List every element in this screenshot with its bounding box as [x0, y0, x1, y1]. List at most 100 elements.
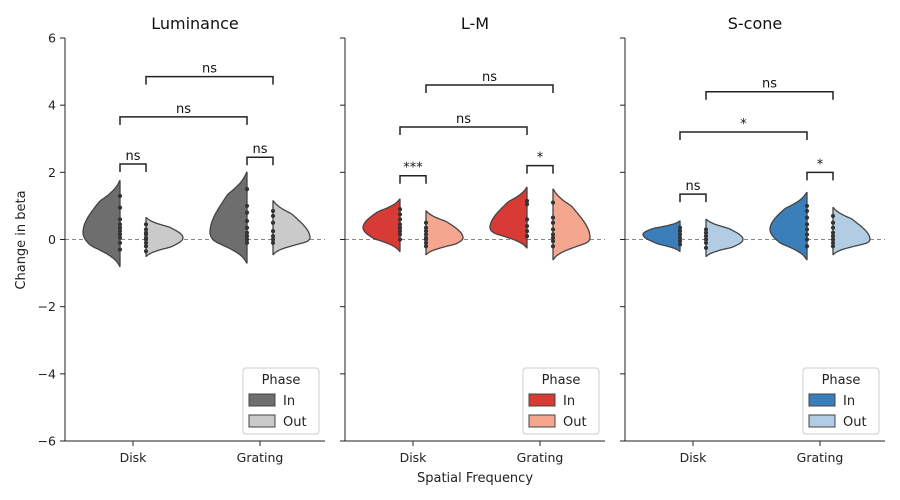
data-point — [677, 239, 683, 244]
significance-bracket — [119, 116, 248, 125]
legend-swatch-in — [248, 393, 276, 407]
significance-label: * — [740, 117, 747, 132]
data-point — [244, 225, 250, 230]
violin-grating-out — [272, 200, 311, 256]
violin-disk-in — [82, 180, 121, 268]
data-point — [117, 222, 123, 227]
y-tick-label: −4 — [38, 366, 56, 381]
data-point — [677, 232, 683, 237]
data-point — [550, 220, 556, 225]
data-point — [423, 229, 429, 234]
data-point — [830, 237, 836, 242]
y-axis-label: Change in beta — [14, 190, 29, 289]
data-point — [244, 203, 250, 209]
violin-disk-out — [145, 217, 184, 257]
data-point — [397, 237, 403, 242]
significance-bracket — [425, 84, 554, 94]
data-point — [423, 220, 429, 225]
data-point — [423, 225, 429, 230]
violin-disk-out — [425, 210, 464, 256]
x-tick-label: Disk — [680, 450, 708, 465]
panel-s-cone: Disk Grating S-cone ns * * ns Phase In Out — [620, 14, 885, 465]
panels-layer: −6 −4 −2 0 2 4 6 Disk Grating Luminance ns ns ns ns Ph… — [38, 14, 885, 465]
legend-label-in: In — [283, 394, 295, 409]
data-point — [117, 225, 123, 230]
data-point — [244, 237, 250, 242]
significance-bracket — [119, 163, 147, 172]
significance-label: *** — [403, 161, 423, 176]
data-point — [524, 202, 530, 207]
data-point — [550, 239, 556, 244]
data-point — [677, 242, 683, 247]
data-point — [524, 229, 530, 234]
x-tick-label: Grating — [237, 450, 284, 465]
data-point — [830, 244, 836, 249]
data-point — [270, 213, 276, 219]
data-point — [397, 212, 403, 217]
data-point — [830, 240, 836, 245]
y-tick-label: 0 — [48, 232, 56, 247]
y-tick-label: −2 — [38, 299, 56, 314]
data-point — [524, 217, 530, 222]
data-point — [397, 207, 403, 212]
significance-label: ns — [482, 70, 497, 85]
significance-bracket — [145, 75, 274, 85]
violin-grating-in — [209, 171, 248, 264]
data-point — [804, 244, 810, 249]
data-point — [703, 237, 709, 242]
x-tick-label: Disk — [120, 450, 148, 465]
x-tick-label: Grating — [797, 450, 844, 465]
significance-label: ns — [762, 77, 777, 92]
panel-title: S-cone — [728, 14, 783, 33]
data-point — [830, 213, 836, 219]
data-point — [397, 229, 403, 234]
data-point — [423, 244, 429, 249]
legend-label-in: In — [843, 394, 855, 409]
data-point — [143, 222, 149, 227]
data-point — [804, 237, 810, 242]
data-point — [270, 237, 276, 242]
y-tick-label: −6 — [38, 434, 56, 449]
legend-label-out: Out — [843, 415, 867, 430]
data-point — [677, 225, 683, 230]
data-point — [117, 205, 123, 210]
data-point — [804, 227, 810, 232]
legend-label-in: In — [563, 394, 575, 409]
x-axis-label: Spatial Frequency — [417, 471, 533, 486]
significance-bracket — [806, 171, 834, 181]
significance-bracket — [246, 156, 274, 166]
legend: Phase In Out — [522, 367, 600, 435]
data-point — [830, 220, 836, 225]
data-point — [143, 227, 149, 232]
data-point — [244, 234, 250, 239]
data-point — [423, 232, 429, 237]
significance-bracket — [679, 193, 707, 203]
data-point — [117, 235, 123, 240]
data-point — [117, 247, 123, 252]
legend-swatch-out — [248, 414, 276, 428]
significance-label: ns — [685, 179, 700, 194]
violin-disk-in — [362, 198, 401, 252]
data-point — [117, 229, 123, 234]
violin-grating-out — [832, 206, 871, 256]
data-point — [677, 229, 683, 234]
legend: Phase In Out — [802, 367, 880, 435]
data-point — [270, 229, 276, 234]
data-point — [830, 230, 836, 235]
data-point — [703, 245, 709, 250]
data-point — [804, 203, 810, 209]
legend-title: Phase — [822, 373, 861, 388]
data-point — [830, 225, 836, 230]
data-point — [244, 218, 250, 224]
x-tick-label: Grating — [517, 450, 564, 465]
data-point — [524, 234, 530, 239]
data-point — [143, 235, 149, 240]
significance-bracket — [526, 164, 554, 174]
legend-swatch-out — [528, 414, 556, 428]
data-point — [703, 227, 709, 232]
legend-swatch-in — [528, 393, 556, 407]
data-point — [143, 230, 149, 235]
data-point — [244, 230, 250, 235]
data-point — [550, 232, 556, 237]
significance-label: * — [537, 151, 544, 166]
